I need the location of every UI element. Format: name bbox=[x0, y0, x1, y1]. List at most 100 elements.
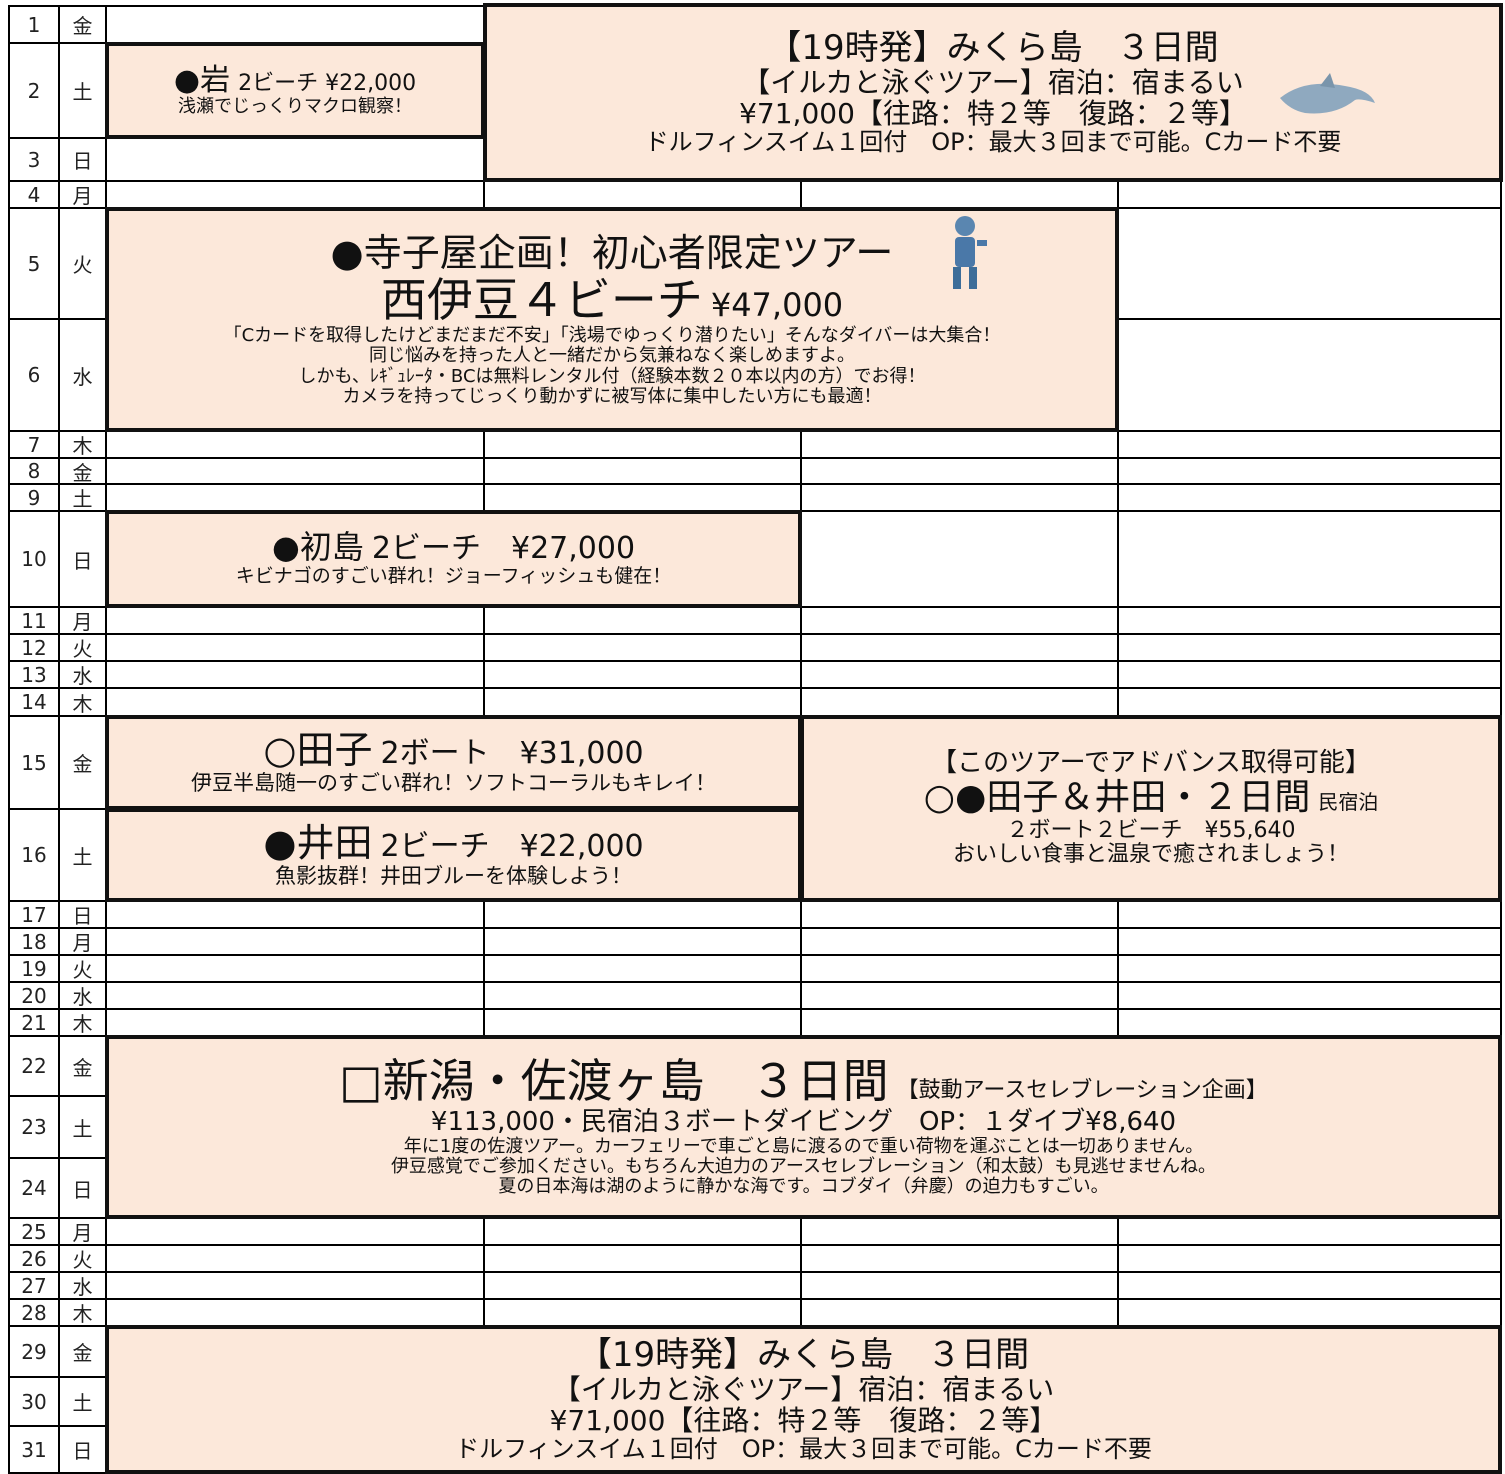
day-number: 28 bbox=[21, 1300, 47, 1325]
day-number: 8 bbox=[27, 459, 41, 483]
event-box: ●岩 2ビーチ ¥22,000 浅瀬でじっくりマクロ観察！ bbox=[105, 42, 485, 139]
day-number: 1 bbox=[27, 12, 41, 37]
day-number: 18 bbox=[21, 929, 47, 954]
weekday: 水 bbox=[72, 664, 93, 688]
event-text: 2ビーチ ¥27,000 bbox=[371, 531, 636, 567]
event-text: 伊豆感覚でご参加ください。もちろん大迫力のアースセレブレーション（和太鼓）も見逃… bbox=[390, 1156, 1217, 1178]
day-number: 15 bbox=[21, 750, 47, 775]
day-number: 11 bbox=[21, 608, 47, 633]
day-number: 16 bbox=[21, 843, 47, 867]
event-line: ¥113,000・民宿泊３ボートダイビング OP：１ダイブ¥8,640 bbox=[427, 1106, 1180, 1137]
day-number: 6 bbox=[27, 363, 41, 387]
event-line: ●岩 2ビーチ ¥22,000 bbox=[170, 63, 420, 98]
grid-line bbox=[8, 954, 1502, 956]
event-line: 伊豆感覚でご参加ください。もちろん大迫力のアースセレブレーション（和太鼓）も見逃… bbox=[387, 1157, 1220, 1177]
weekday: 土 bbox=[72, 1391, 93, 1415]
event-text: ¥113,000・民宿泊３ボートダイビング OP：１ダイブ¥8,640 bbox=[430, 1106, 1177, 1137]
weekday: 土 bbox=[72, 844, 93, 869]
grid-line bbox=[8, 660, 1502, 662]
weekday: 木 bbox=[72, 1012, 93, 1036]
event-text: 2ビーチ ¥22,000 bbox=[238, 70, 417, 96]
event-line: 浅瀬でじっくりマクロ観察！ bbox=[174, 97, 416, 117]
event-text: 2ボート ¥31,000 bbox=[380, 736, 644, 772]
day-number: 3 bbox=[27, 147, 41, 172]
grid-line bbox=[8, 457, 1502, 459]
event-text: 浅瀬でじっくりマクロ観察！ bbox=[178, 96, 412, 118]
event-text: 同じ悩みを持った人と一緒だから気兼ねなく楽しめますよ。 bbox=[369, 345, 855, 367]
event-line: 年に1度の佐渡ツアー。カーフェリーで車ごと島に渡るので重い荷物を運ぶことは一切あ… bbox=[400, 1136, 1208, 1157]
event-line: ○●田子＆井田・２日間 民宿泊 bbox=[920, 778, 1383, 818]
day-number: 24 bbox=[21, 1176, 47, 1200]
event-line: カメラを持ってじっくり動かずに被写体に集中したい方にも最適！ bbox=[338, 385, 885, 407]
event-text: ¥47,000 bbox=[710, 285, 844, 324]
weekday: 日 bbox=[72, 149, 93, 173]
day-number: 17 bbox=[21, 902, 47, 927]
event-text: 西伊豆４ビーチ bbox=[380, 272, 703, 327]
event-line: 魚影抜群！井田ブルーを体験しよう！ bbox=[271, 864, 636, 889]
event-line: ●井田 2ビーチ ¥22,000 bbox=[259, 822, 647, 865]
day-number: 5 bbox=[27, 251, 41, 276]
weekday: 木 bbox=[72, 434, 93, 458]
event-box: ●井田 2ビーチ ¥22,000 魚影抜群！井田ブルーを体験しよう！ bbox=[105, 808, 802, 902]
event-text: カメラを持ってじっくり動かずに被写体に集中したい方にも最適！ bbox=[342, 385, 882, 407]
event-line: 【イルカと泳ぐツアー】宿泊：宿まるい bbox=[738, 67, 1247, 98]
day-number: 14 bbox=[21, 690, 47, 714]
event-text: おいしい食事と温泉で癒されましょう！ bbox=[952, 842, 1349, 868]
grid-line bbox=[58, 5, 60, 1474]
grid-line bbox=[8, 5, 10, 1474]
grid-line bbox=[8, 1271, 1502, 1273]
event-line: ドルフィンスイム１回付 OP：最大３回まで可能。Cカード不要 bbox=[641, 129, 1346, 156]
event-text: 「Cカードを取得したけどまだまだ不安」「浅場でゆっくり潜りたい」そんなダイバーは… bbox=[223, 325, 1001, 347]
day-number: 25 bbox=[21, 1219, 47, 1244]
event-line: 【このツアーでアドバンス取得可能】 bbox=[927, 749, 1375, 778]
event-text: 【19時発】みくら島 ３日間 bbox=[577, 1334, 1030, 1375]
event-box: □新潟・佐渡ヶ島 ３日間 【鼓動アースセレブレーション企画】 ¥113,000・民宿… bbox=[105, 1035, 1502, 1219]
event-text: 夏の日本海は湖のように静かな海です。コブダイ（弁慶）の迫力もすごい。 bbox=[498, 1176, 1109, 1198]
event-text: 民宿泊 bbox=[1318, 790, 1379, 815]
event-line: ○田子 2ボート ¥31,000 bbox=[259, 729, 647, 772]
weekday: 月 bbox=[72, 1221, 93, 1245]
weekday: 火 bbox=[72, 637, 93, 661]
event-text: ¥71,000【往路：特２等 復路：２等】 bbox=[739, 97, 1247, 131]
event-line: 【19時発】みくら島 ３日間 bbox=[763, 29, 1222, 67]
event-text: 【このツアーでアドバンス取得可能】 bbox=[931, 748, 1371, 779]
event-text: 【19時発】みくら島 ３日間 bbox=[767, 27, 1219, 68]
event-box: 【19時発】みくら島 ３日間 【イルカと泳ぐツアー】宿泊：宿まるい ¥71,000【… bbox=[483, 3, 1503, 182]
event-text: 【イルカと泳ぐツアー】宿泊：宿まるい bbox=[742, 65, 1244, 99]
grid-line bbox=[8, 927, 1502, 929]
weekday: 水 bbox=[72, 364, 93, 389]
day-number: 10 bbox=[21, 547, 47, 571]
weekday: 月 bbox=[72, 184, 93, 208]
event-line: キビナゴのすごい群れ！ジョーフィッシュも健在！ bbox=[232, 566, 675, 587]
weekday: 木 bbox=[72, 691, 93, 716]
day-number: 2 bbox=[27, 78, 41, 103]
day-number: 12 bbox=[21, 635, 47, 660]
event-text: ドルフィンスイム１回付 OP：最大３回まで可能。Cカード不要 bbox=[455, 1435, 1152, 1464]
event-text: ●井田 bbox=[263, 820, 373, 865]
day-number: 7 bbox=[27, 432, 41, 457]
weekday: 土 bbox=[72, 487, 93, 511]
event-text: ○●田子＆井田・２日間 bbox=[923, 777, 1311, 819]
event-line: 伊豆半島随一のすごい群れ！ソフトコーラルもキレイ！ bbox=[187, 771, 720, 796]
weekday: 日 bbox=[72, 1177, 93, 1202]
event-text: 【鼓動アースセレブレーション企画】 bbox=[896, 1078, 1268, 1104]
day-number: 31 bbox=[21, 1437, 47, 1462]
weekday: 火 bbox=[72, 1248, 93, 1272]
weekday: 木 bbox=[72, 1302, 93, 1326]
weekday: 水 bbox=[72, 1275, 93, 1299]
day-number: 20 bbox=[21, 983, 47, 1008]
event-line: 西伊豆４ビーチ ¥47,000 bbox=[377, 272, 847, 327]
event-text: 【イルカと泳ぐツアー】宿泊：宿まるい bbox=[552, 1372, 1055, 1406]
day-number: 19 bbox=[21, 956, 47, 981]
event-box: 【このツアーでアドバンス取得可能】 ○●田子＆井田・２日間 民宿泊 ２ボート２ビーチ … bbox=[800, 715, 1502, 902]
weekday: 金 bbox=[72, 460, 93, 485]
day-number: 4 bbox=[27, 182, 41, 207]
event-text: ●初島 bbox=[271, 528, 364, 567]
day-number: 30 bbox=[21, 1389, 47, 1414]
grid-line bbox=[8, 1298, 1502, 1300]
weekday: 火 bbox=[72, 253, 93, 277]
day-number: 9 bbox=[27, 485, 41, 510]
event-text: ドルフィンスイム１回付 OP：最大３回まで可能。Cカード不要 bbox=[644, 128, 1342, 157]
day-number: 21 bbox=[21, 1010, 47, 1035]
